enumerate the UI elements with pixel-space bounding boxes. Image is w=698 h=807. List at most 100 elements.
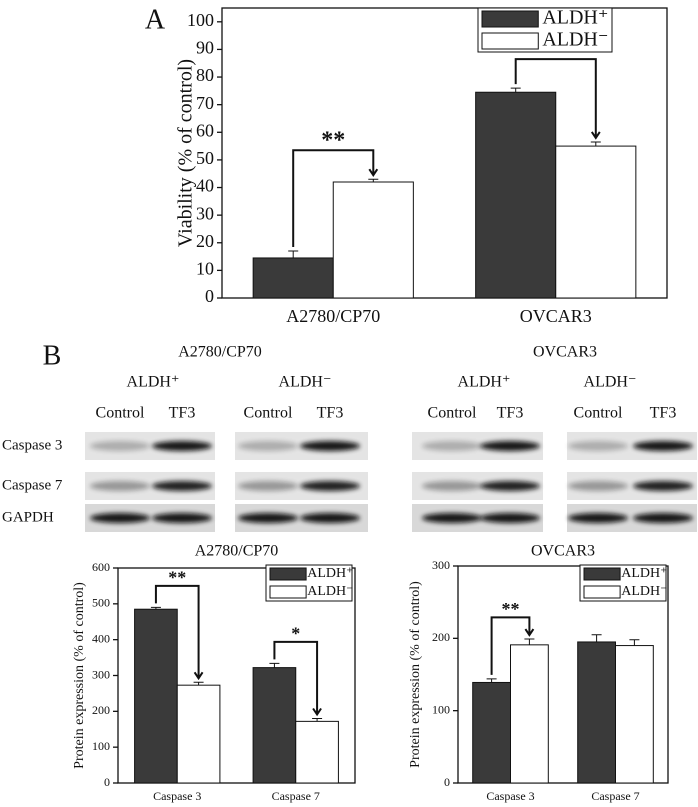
bar: [475, 91, 557, 299]
bar: [134, 608, 178, 784]
blot-band: [238, 441, 298, 451]
blot-subgroup: ALDH⁻: [279, 374, 332, 391]
bar: [332, 181, 414, 299]
blot-band: [480, 441, 540, 451]
y-tick-label: 200: [432, 630, 450, 644]
blot-row: GAPDH: [2, 509, 54, 525]
bar: [176, 684, 221, 784]
blot-row: Caspase 7: [2, 477, 63, 493]
blot-lane: Control: [574, 405, 623, 422]
blot-lane: TF3: [497, 405, 524, 422]
error-bar: [486, 678, 497, 683]
blot-group: A2780/CP70: [178, 344, 262, 361]
blot-band: [422, 441, 482, 451]
error-bar: [288, 250, 299, 258]
legend-label: ALDH⁻: [307, 584, 353, 599]
blot-band: [422, 513, 482, 523]
significance-bracket: [490, 616, 535, 675]
error-bar: [368, 178, 379, 182]
error-bar: [591, 634, 602, 642]
x-tick-label: Caspase 3: [153, 789, 201, 803]
bar: [555, 145, 637, 299]
legend-swatch: [481, 10, 539, 28]
blot-row: Caspase 3: [2, 437, 62, 453]
y-tick-label: 200: [92, 703, 110, 717]
error-bar: [193, 681, 204, 686]
panel-label: A: [145, 4, 166, 35]
legend-label: ALDH⁺: [307, 566, 353, 581]
error-bar: [269, 662, 280, 668]
y-axis-label: Viability (% of control): [175, 59, 197, 247]
blot-subgroup: ALDH⁻: [584, 374, 637, 391]
y-axis-label: Protein expression (% of control): [408, 581, 423, 768]
significance-label: **: [321, 127, 345, 153]
y-tick-label: 100: [187, 10, 214, 30]
blot-band: [633, 513, 693, 523]
x-tick-label: OVCAR3: [520, 306, 592, 326]
blot-band: [568, 513, 628, 523]
bar: [252, 667, 297, 784]
y-tick-label: 20: [196, 231, 214, 251]
blot-band: [633, 441, 693, 451]
y-axis-label: Protein expression (% of control): [72, 582, 87, 769]
x-tick-label: A2780/CP70: [286, 306, 380, 326]
y-tick-label: 10: [196, 259, 214, 279]
legend-label: ALDH⁺: [542, 7, 608, 29]
legend-swatch: [481, 32, 539, 50]
y-tick-label: 50: [196, 148, 214, 168]
legend-label: ALDH⁺: [621, 566, 667, 581]
y-tick-label: 0: [205, 286, 214, 306]
blot-band: [480, 513, 540, 523]
significance-bracket: [292, 149, 379, 248]
x-tick-label: Caspase 7: [272, 789, 320, 803]
bar: [252, 257, 334, 299]
y-tick-label: 600: [92, 560, 110, 574]
x-tick-label: Caspase 3: [486, 789, 534, 803]
significance-label: **: [168, 568, 186, 588]
blot-subgroup: ALDH⁺: [127, 374, 180, 391]
y-tick-label: 400: [92, 631, 110, 645]
y-tick-label: 30: [196, 203, 214, 223]
blot-subgroup: ALDH⁺: [458, 374, 511, 391]
bar: [295, 720, 339, 784]
significance-label: **: [502, 599, 520, 619]
bar: [577, 641, 617, 784]
y-tick-label: 0: [444, 775, 450, 789]
y-tick-label: 300: [432, 558, 450, 572]
blot-band: [152, 481, 212, 491]
blot-lane: TF3: [317, 405, 344, 422]
chart-title: A2780/CP70: [195, 543, 279, 560]
blot-band: [90, 441, 150, 451]
significance-bracket: [273, 640, 322, 717]
y-tick-label: 90: [196, 38, 214, 58]
blot-group: OVCAR3: [533, 344, 597, 361]
blot-band: [633, 481, 693, 491]
blot-lane: TF3: [650, 405, 677, 422]
error-bar: [590, 141, 601, 147]
legend-swatch: [269, 585, 307, 599]
y-tick-label: 100: [432, 702, 450, 716]
significance-label: *: [291, 624, 300, 644]
blot-band: [422, 481, 482, 491]
error-bar: [629, 639, 640, 646]
error-bar: [510, 87, 521, 93]
plot-frame: [457, 565, 669, 784]
blot-lane: Control: [428, 405, 477, 422]
x-tick-label: Caspase 7: [591, 789, 639, 803]
y-tick-label: 100: [92, 739, 110, 753]
bar: [472, 681, 512, 784]
blot-lane: Control: [96, 405, 145, 422]
blot-band: [568, 481, 628, 491]
y-tick-label: 0: [104, 775, 110, 789]
blot-band: [152, 513, 212, 523]
blot-band: [480, 481, 540, 491]
y-tick-label: 60: [196, 120, 214, 140]
blot-band: [238, 513, 298, 523]
blot-band: [568, 441, 628, 451]
bar: [615, 645, 654, 784]
plot-frame: [221, 7, 668, 299]
blot-band: [90, 513, 150, 523]
significance-bracket: [154, 584, 204, 681]
legend-label: ALDH⁻: [621, 584, 667, 599]
